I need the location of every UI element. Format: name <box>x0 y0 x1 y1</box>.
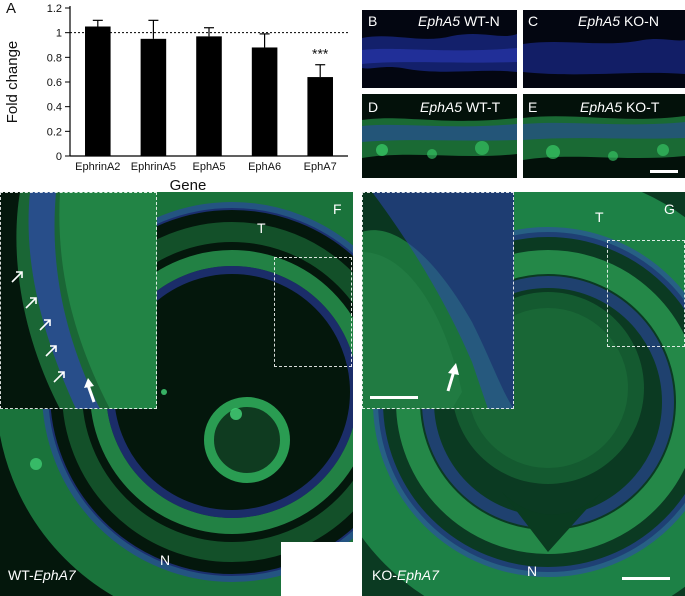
panel-c-suffix: KO-N <box>623 13 659 29</box>
panel-f-inset <box>0 192 157 409</box>
panel-f-t-label: T <box>257 220 266 236</box>
x-tick-label: EphrinA2 <box>75 161 120 173</box>
panel-e-suffix: KO-T <box>625 99 660 115</box>
x-tick-label: EphA5 <box>192 161 225 173</box>
panel-c-title: EphA5 KO-N <box>578 14 659 28</box>
y-tick-label: 1.2 <box>47 3 62 15</box>
panel-b-title: EphA5 WT-N <box>418 14 500 28</box>
panel-d-gene: EphA5 <box>420 99 463 115</box>
panel-b-letter: B <box>368 13 378 29</box>
y-tick-label: 1 <box>56 28 62 40</box>
panel-g-inset <box>362 192 514 409</box>
arrow-icon <box>11 271 23 283</box>
panel-e-scale-bar <box>650 170 678 173</box>
y-tick-label: 0 <box>56 151 62 163</box>
panel-g-gene: EphA7 <box>396 567 439 583</box>
significance-label: *** <box>312 46 329 62</box>
panel-d-label: D <box>368 100 378 114</box>
panel-f-arrows <box>11 271 96 403</box>
bar <box>140 38 167 157</box>
panel-g-t-label: T <box>595 209 604 225</box>
x-tick-label: EphA7 <box>304 161 337 173</box>
panel-f-blank-corner <box>281 542 353 596</box>
bar <box>251 47 278 156</box>
panel-g-letter: G <box>664 201 675 217</box>
panel-b-image <box>362 10 517 88</box>
panel-g-inset-scale-bar <box>370 396 418 399</box>
arrow-icon <box>45 345 57 357</box>
panel-g-inset-frame <box>362 192 514 409</box>
bar <box>85 26 111 156</box>
panel-f-prefix: WT- <box>8 567 34 583</box>
arrow-icon <box>446 363 459 392</box>
arrow-icon <box>53 371 65 383</box>
panel-f-title: WT-EphA7 <box>8 568 76 582</box>
panel-e-title: EphA5 KO-T <box>580 100 659 114</box>
panel-d-image <box>362 94 517 178</box>
x-tick-label: EphrinA5 <box>131 161 176 173</box>
panel-c-gene: EphA5 <box>578 13 621 29</box>
panel-g-inset-source-box <box>607 240 685 347</box>
bar-chart: A Fold change Gene 0 0.2 0.4 0.6 0.8 1 1.2 Ephr… <box>4 0 348 194</box>
bar <box>196 36 222 156</box>
panel-e-label: E <box>528 100 537 114</box>
panel-e-gene: EphA5 <box>580 99 623 115</box>
panel-c-image <box>523 10 685 88</box>
y-tick-label: 0.6 <box>47 77 62 89</box>
y-axis-label: Fold change <box>4 41 21 124</box>
panel-f-n-label: N <box>160 552 171 568</box>
panel-g-title: KO-EphA7 <box>372 568 439 582</box>
panel-b-label: B <box>368 14 377 28</box>
panel-e-image <box>523 94 685 178</box>
panel-g-n-label: N <box>527 563 538 579</box>
panel-f-inset-source-box <box>274 257 352 367</box>
panel-d-letter: D <box>368 99 379 115</box>
panel-b-suffix: WT-N <box>463 13 500 29</box>
panel-g-scale-bar <box>622 577 670 580</box>
panel-e-letter: E <box>528 99 538 115</box>
panel-f-letter: F <box>333 201 342 217</box>
panel-g-prefix: KO- <box>372 567 397 583</box>
x-axis-label: Gene <box>170 177 207 194</box>
y-tick-label: 0.2 <box>47 126 62 138</box>
y-tick-label: 0.8 <box>47 52 62 64</box>
x-tick-label: EphA6 <box>248 161 281 173</box>
panel-f-gene: EphA7 <box>33 567 76 583</box>
panel-c-letter: C <box>528 13 539 29</box>
arrow-icon <box>25 297 37 309</box>
panel-d-title: EphA5 WT-T <box>420 100 500 114</box>
panel-a-letter: A <box>6 0 16 17</box>
panel-d-suffix: WT-T <box>465 99 501 115</box>
panel-g-arrow <box>446 363 459 392</box>
panel-b-gene: EphA5 <box>418 13 461 29</box>
panel-c-label: C <box>528 14 538 28</box>
panel-f-inset-frame <box>0 192 157 409</box>
arrow-icon <box>39 319 51 331</box>
y-tick-label: 0.4 <box>47 102 62 114</box>
bar <box>307 77 333 156</box>
arrow-icon <box>84 378 96 403</box>
